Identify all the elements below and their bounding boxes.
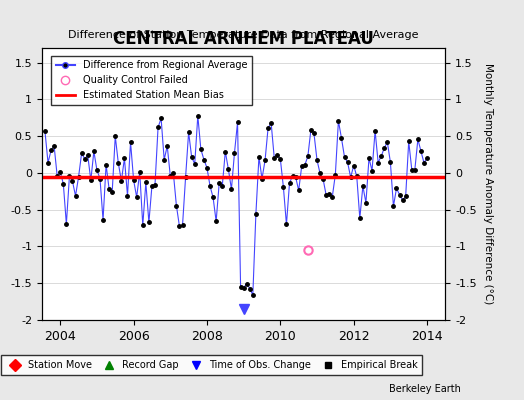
Text: Berkeley Earth: Berkeley Earth [389, 384, 461, 394]
Legend: Station Move, Record Gap, Time of Obs. Change, Empirical Break: Station Move, Record Gap, Time of Obs. C… [1, 355, 422, 375]
Y-axis label: Monthly Temperature Anomaly Difference (°C): Monthly Temperature Anomaly Difference (… [484, 63, 494, 305]
Title: CENTRAL ARNHEM PLATEAU: CENTRAL ARNHEM PLATEAU [113, 30, 374, 48]
Text: Difference of Station Temperature Data from Regional Average: Difference of Station Temperature Data f… [69, 30, 419, 40]
